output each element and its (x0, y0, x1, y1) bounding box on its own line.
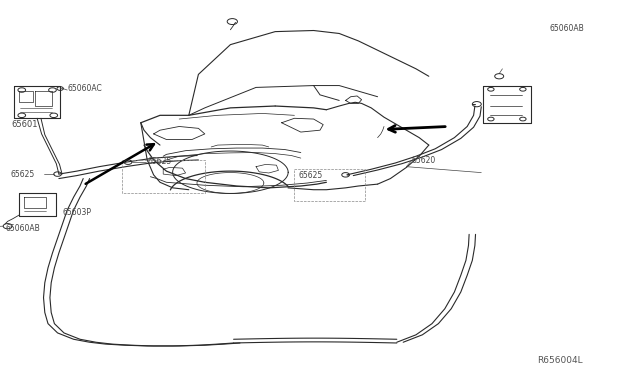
Text: 65625: 65625 (147, 157, 172, 166)
Text: R656004L: R656004L (538, 356, 583, 365)
Bar (122, 160, 205, 193)
Bar (294, 169, 365, 201)
Text: 65625: 65625 (10, 170, 35, 179)
Text: 65060AB: 65060AB (549, 24, 584, 33)
Text: 65625: 65625 (298, 171, 323, 180)
Text: 65060AB: 65060AB (5, 224, 40, 232)
Text: 65603P: 65603P (63, 208, 92, 217)
Text: 65060AC: 65060AC (68, 84, 102, 93)
Text: 65601: 65601 (12, 120, 38, 129)
Text: 65620: 65620 (412, 156, 436, 165)
